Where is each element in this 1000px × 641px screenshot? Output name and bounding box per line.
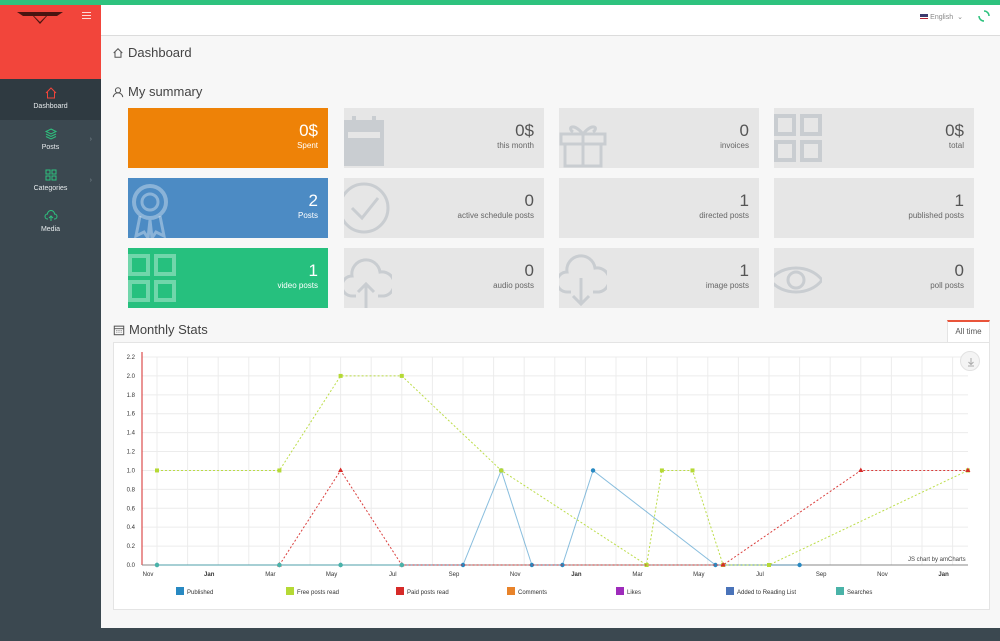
card-value: 0 <box>524 191 534 210</box>
us-flag-icon <box>920 14 929 20</box>
language-selector[interactable]: English ⌄ <box>920 13 963 21</box>
chart-credit: JS chart by amCharts <box>908 557 966 563</box>
award-icon <box>132 184 168 238</box>
stats-title-text: Monthly Stats <box>129 322 208 337</box>
card-label: poll posts <box>930 281 964 290</box>
summary-card-poll-posts: 0 poll posts <box>774 248 974 308</box>
summary-card-this-month: 0$ this month <box>344 108 544 168</box>
card-label: published posts <box>908 211 964 220</box>
cloud-upload-icon <box>344 258 392 308</box>
card-label: Posts <box>297 211 318 220</box>
card-label: image posts <box>705 281 749 290</box>
cloud-upload-icon <box>44 210 57 221</box>
card-value: 1 <box>954 191 964 210</box>
top-accent-strip <box>0 0 1000 5</box>
menu-toggle-icon[interactable] <box>82 12 91 20</box>
sidebar-item-categories[interactable]: Categories › <box>0 161 101 202</box>
loading-spinner-icon <box>978 10 990 22</box>
card-label: directed posts <box>699 211 749 220</box>
home-icon <box>45 87 56 99</box>
sidebar-item-label: Dashboard <box>33 103 68 110</box>
card-value: 1 <box>739 191 749 210</box>
sidebar-item-label: Categories <box>33 185 68 192</box>
summary-card-audio-posts: 0 audio posts <box>344 248 544 308</box>
card-label: total <box>948 141 964 150</box>
card-label: video posts <box>277 281 318 290</box>
summary-card-total: 0$ total <box>774 108 974 168</box>
summary-title-text: My summary <box>128 84 203 99</box>
breadcrumb: Dashboard <box>112 45 192 60</box>
grid-icon <box>45 169 56 181</box>
sidebar-nav: Dashboard Posts › Categories › Media <box>0 79 101 243</box>
card-label: active schedule posts <box>457 211 535 220</box>
card-value: 0$ <box>299 121 318 140</box>
eye-icon <box>774 266 822 294</box>
chart-panel <box>113 342 990 610</box>
card-label: Spent <box>297 141 318 150</box>
card-value: 0$ <box>515 121 534 140</box>
summary-card-video-posts: 1 video posts <box>128 248 328 308</box>
check-circle-icon <box>344 182 390 234</box>
card-label: invoices <box>720 141 749 150</box>
card-value: 1 <box>308 261 318 280</box>
summary-title: My summary <box>112 84 202 99</box>
calendar-icon <box>113 325 125 335</box>
summary-card-published-posts: 1 published posts <box>774 178 974 238</box>
summary-card-directed-posts: 1 directed posts <box>559 178 759 238</box>
page-title: Dashboard <box>128 45 192 60</box>
card-value: 0 <box>739 121 749 140</box>
sidebar-item-posts[interactable]: Posts › <box>0 120 101 161</box>
top-header: English ⌄ <box>101 5 1000 36</box>
language-label: English <box>930 13 954 21</box>
tab-all-time[interactable]: All time <box>947 320 990 342</box>
chevron-right-icon: › <box>89 136 92 143</box>
brand-header <box>0 5 101 33</box>
sidebar-item-dashboard[interactable]: Dashboard <box>0 79 101 120</box>
card-value: 0 <box>954 261 964 280</box>
chevron-down-icon: ⌄ <box>957 14 963 21</box>
grid-icon <box>774 114 822 162</box>
layers-icon <box>44 128 57 140</box>
gift-icon <box>559 125 607 168</box>
sidebar-item-media[interactable]: Media <box>0 202 101 243</box>
sidebar-item-label: Media <box>40 226 61 233</box>
sidebar: Dashboard Posts › Categories › Media <box>0 5 101 641</box>
brand-area <box>0 5 101 79</box>
user-icon <box>112 86 124 97</box>
card-value: 1 <box>739 261 749 280</box>
summary-card-posts: 2 Posts <box>128 178 328 238</box>
card-value: 2 <box>308 191 318 210</box>
summary-card-image-posts: 1 image posts <box>559 248 759 308</box>
card-value: 0 <box>524 261 534 280</box>
home-icon <box>113 47 123 58</box>
download-icon[interactable] <box>960 351 980 371</box>
footer-bar <box>101 628 1000 641</box>
chevron-right-icon: › <box>89 177 92 184</box>
stats-title: Monthly Stats <box>113 322 208 337</box>
summary-card-spent: 0$ Spent <box>128 108 328 168</box>
calendar-icon <box>344 116 384 166</box>
card-label: this month <box>497 141 534 150</box>
cloud-download-icon <box>559 254 607 307</box>
brand-logo[interactable] <box>17 11 63 25</box>
summary-card-active-schedule-posts: 0 active schedule posts <box>344 178 544 238</box>
card-value: 0$ <box>945 121 964 140</box>
sidebar-item-label: Posts <box>41 144 60 151</box>
summary-card-invoices: 0 invoices <box>559 108 759 168</box>
grid-icon <box>128 254 176 302</box>
card-label: audio posts <box>493 281 534 290</box>
